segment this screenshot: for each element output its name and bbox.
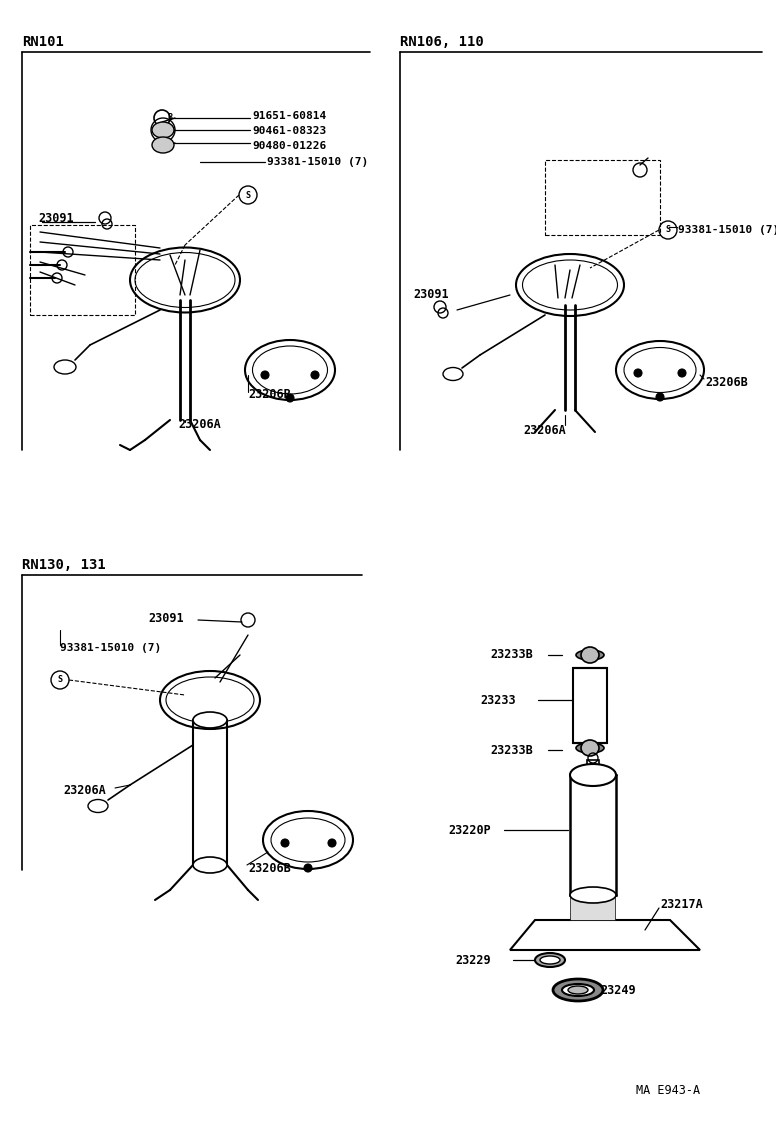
Circle shape xyxy=(311,371,319,379)
Text: 90480-01226: 90480-01226 xyxy=(252,142,326,151)
Ellipse shape xyxy=(193,857,227,873)
Bar xyxy=(570,895,615,920)
Text: 23091: 23091 xyxy=(413,289,449,301)
Bar xyxy=(573,668,607,743)
Text: 23206A: 23206A xyxy=(178,419,220,431)
Text: 23233B: 23233B xyxy=(490,744,533,756)
Circle shape xyxy=(281,839,289,847)
Text: 91651-60814: 91651-60814 xyxy=(252,111,326,121)
Polygon shape xyxy=(510,920,700,950)
Ellipse shape xyxy=(562,984,594,996)
Text: MA E943-A: MA E943-A xyxy=(636,1083,700,1097)
Text: RN106, 110: RN106, 110 xyxy=(400,35,483,49)
Ellipse shape xyxy=(540,957,560,964)
Ellipse shape xyxy=(553,979,603,1001)
Text: 23206A: 23206A xyxy=(63,783,106,797)
Text: 23249: 23249 xyxy=(600,984,636,996)
Text: S: S xyxy=(245,190,251,199)
Ellipse shape xyxy=(576,743,604,753)
Circle shape xyxy=(656,393,664,401)
Text: 23206B: 23206B xyxy=(248,388,291,402)
Text: 23220P: 23220P xyxy=(448,823,490,837)
Ellipse shape xyxy=(576,650,604,660)
Bar xyxy=(587,760,599,778)
Bar xyxy=(193,720,227,865)
Circle shape xyxy=(328,839,336,847)
Text: 23091: 23091 xyxy=(38,212,74,224)
Text: 90461-08323: 90461-08323 xyxy=(252,126,326,136)
Circle shape xyxy=(261,371,269,379)
Text: 23217A: 23217A xyxy=(660,899,703,911)
Text: 23091: 23091 xyxy=(148,611,184,625)
Ellipse shape xyxy=(568,986,588,994)
Text: 23206B: 23206B xyxy=(248,861,291,875)
Ellipse shape xyxy=(570,887,616,903)
Bar xyxy=(30,225,135,315)
Ellipse shape xyxy=(152,122,174,138)
Bar xyxy=(545,160,660,235)
Ellipse shape xyxy=(535,953,565,967)
Text: 93381-15010 (7): 93381-15010 (7) xyxy=(60,643,161,653)
Text: 23206A: 23206A xyxy=(524,423,566,437)
Circle shape xyxy=(678,369,686,377)
Bar xyxy=(570,775,616,895)
Text: 23233: 23233 xyxy=(480,694,515,706)
Text: 93381-15010 (7): 93381-15010 (7) xyxy=(267,157,369,168)
Text: 23206B: 23206B xyxy=(705,376,748,388)
Circle shape xyxy=(304,864,312,872)
Text: RN130, 131: RN130, 131 xyxy=(22,558,106,572)
Text: 93381-15010 (7): 93381-15010 (7) xyxy=(678,225,776,235)
Text: 23229: 23229 xyxy=(455,953,490,967)
Ellipse shape xyxy=(570,764,616,786)
Circle shape xyxy=(634,369,642,377)
Text: 23233B: 23233B xyxy=(490,649,533,661)
Circle shape xyxy=(286,394,294,402)
Text: S: S xyxy=(666,225,670,234)
Ellipse shape xyxy=(193,712,227,728)
Text: B: B xyxy=(168,113,172,122)
Ellipse shape xyxy=(581,648,599,663)
Text: RN101: RN101 xyxy=(22,35,64,49)
Text: S: S xyxy=(57,676,63,685)
Ellipse shape xyxy=(152,137,174,153)
Ellipse shape xyxy=(581,740,599,756)
